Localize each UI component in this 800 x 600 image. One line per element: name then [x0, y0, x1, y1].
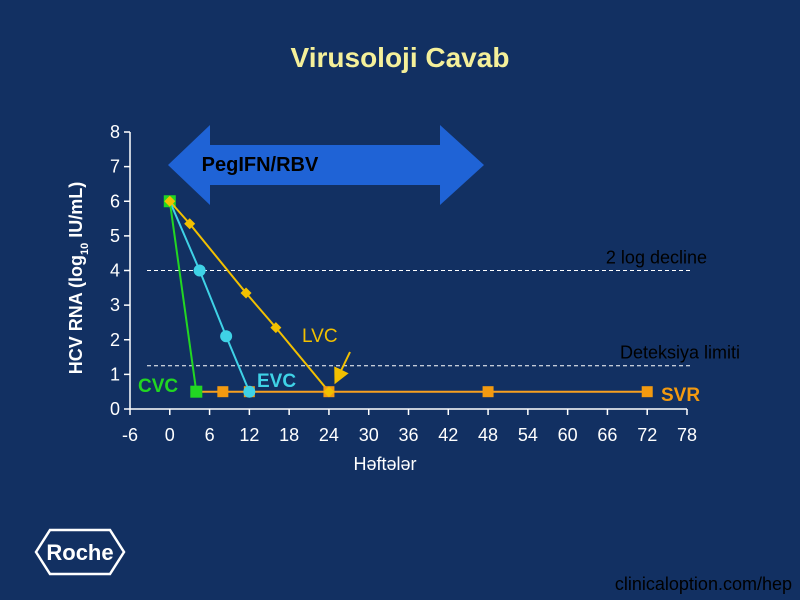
x-tick-label: 60 — [558, 425, 578, 445]
series-label-lvc: LVC — [302, 326, 338, 347]
lvc-pointer-arrow — [334, 351, 351, 385]
data-point-svr — [217, 386, 229, 398]
series-line-lvc — [169, 200, 330, 393]
x-tick-label: 18 — [279, 425, 299, 445]
y-tick-label: 1 — [110, 364, 120, 384]
y-tick-label: 6 — [110, 191, 120, 211]
reference-line-label: Deteksiya limiti — [620, 343, 740, 363]
x-tick-label: 0 — [165, 425, 175, 445]
data-point-lvc — [184, 218, 196, 230]
x-tick-label: 30 — [359, 425, 379, 445]
y-tick-label: 8 — [110, 122, 120, 142]
x-tick-label: 72 — [637, 425, 657, 445]
slide-title: Virusoloji Cavab — [290, 42, 510, 73]
x-tick-label: 24 — [319, 425, 339, 445]
x-axis-title: Həftələr — [353, 454, 416, 474]
roche-logo: Roche — [34, 528, 126, 576]
data-point-svr — [641, 386, 653, 398]
reference-line-label: 2 log decline — [606, 248, 707, 268]
treatment-arrow — [168, 125, 484, 205]
series-line-evc — [168, 200, 251, 393]
y-tick-label: 5 — [110, 226, 120, 246]
y-tick-label: 0 — [110, 399, 120, 419]
x-tick-label: 66 — [597, 425, 617, 445]
y-tick-label: 3 — [110, 295, 120, 315]
y-tick-label: 7 — [110, 157, 120, 177]
x-tick-label: 12 — [239, 425, 259, 445]
data-point-svr — [482, 386, 494, 398]
data-point-lvc — [240, 287, 252, 299]
series-label-svr: SVR — [661, 385, 700, 406]
series-label-evc: EVC — [257, 371, 296, 392]
series-line-cvc — [168, 201, 198, 392]
data-point-lvc — [270, 322, 282, 334]
data-point-lvc — [323, 386, 335, 398]
x-tick-label: -6 — [122, 425, 138, 445]
series-label-cvc: CVC — [138, 376, 178, 397]
x-tick-label: 36 — [398, 425, 418, 445]
x-tick-label: 6 — [205, 425, 215, 445]
data-point-lvc — [164, 195, 176, 207]
data-point-evc — [193, 264, 206, 277]
x-tick-label: 48 — [478, 425, 498, 445]
data-point-cvc — [190, 385, 203, 398]
x-tick-label: 54 — [518, 425, 538, 445]
treatment-arrow-label: PegIFN/RBV — [202, 154, 319, 176]
x-tick-label: 42 — [438, 425, 458, 445]
y-axis-title: HCV RNA (log10 IU/mL) — [66, 182, 91, 375]
data-point-evc — [243, 385, 256, 398]
y-tick-label: 4 — [110, 261, 120, 281]
x-tick-label: 78 — [677, 425, 697, 445]
y-tick-label: 2 — [110, 330, 120, 350]
source-note: clinicaloption.com/hep — [614, 574, 792, 594]
svg-text:Roche: Roche — [46, 540, 113, 565]
data-point-evc — [220, 330, 233, 343]
series-layer — [163, 195, 653, 398]
